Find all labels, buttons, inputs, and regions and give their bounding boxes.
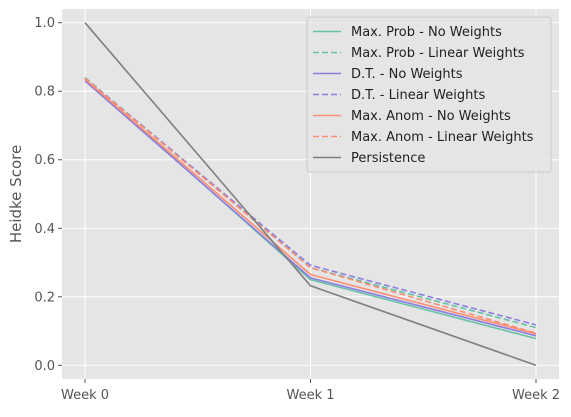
legend-entry: D.T. - Linear Weights (351, 88, 485, 103)
series-line-1 (84, 76, 537, 329)
series-line-2 (84, 80, 537, 337)
y-tick-label: 0.8 (34, 85, 55, 100)
y-tick-label: 0.6 (34, 153, 55, 168)
x-tick-label: Week 1 (286, 388, 334, 403)
legend-entry: D.T. - No Weights (351, 67, 463, 82)
series-line-6 (84, 22, 537, 367)
y-axis-ticks: 0.0 0.2 0.4 0.6 0.8 1.0 (34, 16, 62, 374)
legend-entry: Max. Prob - Linear Weights (351, 46, 525, 61)
legend: Max. Prob - No Weights Max. Prob - Linear… (306, 16, 552, 173)
y-axis-label: Heidke Score (7, 145, 25, 243)
legend-entry: Max. Prob - No Weights (351, 25, 502, 40)
y-tick-label: 1.0 (34, 16, 55, 31)
legend-entry: Max. Anom - Linear Weights (351, 130, 534, 145)
x-tick-label: Week 0 (61, 388, 109, 403)
x-tick-label: Week 2 (512, 388, 560, 403)
legend-entry: Max. Anom - No Weights (351, 109, 511, 124)
series-line-5 (84, 77, 537, 334)
series-line-3 (84, 77, 537, 326)
x-axis-ticks: Week 0 Week 1 Week 2 (61, 379, 560, 403)
y-tick-label: 0.0 (34, 359, 55, 374)
legend-entry: Persistence (351, 151, 425, 166)
series-lines (84, 22, 537, 367)
series-line-4 (84, 78, 537, 335)
legend-box (306, 16, 552, 173)
y-tick-label: 0.2 (34, 290, 55, 305)
y-tick-label: 0.4 (34, 222, 55, 237)
